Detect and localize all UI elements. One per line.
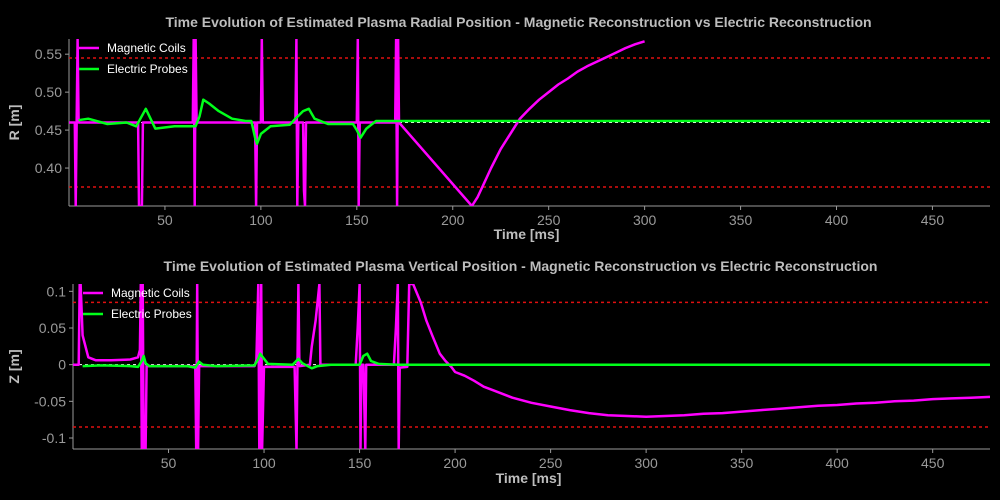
x-tick-label: 200 bbox=[443, 455, 467, 471]
x-tick-label: 50 bbox=[157, 212, 173, 228]
x-tick-label: 150 bbox=[348, 455, 372, 471]
y-tick-label: -0.1 bbox=[42, 430, 66, 446]
x-tick-label: 350 bbox=[729, 212, 753, 228]
x-tick-label: 400 bbox=[825, 212, 849, 228]
x-tick-label: 100 bbox=[252, 455, 276, 471]
x-tick-label: 300 bbox=[634, 455, 658, 471]
series-line-electric-probes bbox=[82, 352, 990, 370]
plot-area bbox=[73, 284, 990, 449]
x-tick-label: 350 bbox=[730, 455, 754, 471]
x-tick-label: 200 bbox=[441, 212, 465, 228]
chart-title: Time Evolution of Estimated Plasma Radia… bbox=[165, 14, 871, 30]
x-tick-label: 50 bbox=[161, 455, 177, 471]
x-tick-label: 250 bbox=[539, 455, 563, 471]
y-axis-label: R [m] bbox=[6, 105, 22, 141]
y-tick-label: 0 bbox=[58, 357, 66, 373]
series-line-electric-probes bbox=[78, 98, 990, 146]
x-axis-label: Time [ms] bbox=[496, 470, 562, 486]
legend-label-electric-probes: Electric Probes bbox=[111, 307, 192, 321]
y-tick-label: 0.05 bbox=[39, 320, 66, 336]
y-tick-label: 0.40 bbox=[35, 160, 62, 176]
y-tick-label: -0.05 bbox=[34, 393, 66, 409]
y-tick-label: 0.50 bbox=[35, 84, 62, 100]
chart-panel-radial: Time Evolution of Estimated Plasma Radia… bbox=[6, 14, 990, 242]
x-tick-label: 450 bbox=[921, 455, 945, 471]
legend-label-magnetic-coils: Magnetic Coils bbox=[111, 286, 190, 300]
y-axis-label: Z [m] bbox=[6, 349, 22, 383]
legend-label-magnetic-coils: Magnetic Coils bbox=[107, 41, 186, 55]
x-axis-label: Time [ms] bbox=[494, 226, 560, 242]
chart-title: Time Evolution of Estimated Plasma Verti… bbox=[164, 258, 878, 274]
x-tick-label: 100 bbox=[249, 212, 273, 228]
x-tick-label: 300 bbox=[633, 212, 657, 228]
x-tick-label: 150 bbox=[345, 212, 369, 228]
series-line-magnetic-coils bbox=[69, 39, 645, 206]
x-tick-label: 450 bbox=[921, 212, 945, 228]
y-tick-label: 0.55 bbox=[35, 46, 62, 62]
legend-label-electric-probes: Electric Probes bbox=[107, 62, 188, 76]
y-tick-label: 0.1 bbox=[47, 283, 67, 299]
chart-panel-vertical: Time Evolution of Estimated Plasma Verti… bbox=[6, 258, 990, 486]
plot-area bbox=[69, 39, 990, 206]
x-tick-label: 250 bbox=[537, 212, 561, 228]
series-line-magnetic-coils bbox=[73, 284, 990, 449]
x-tick-label: 400 bbox=[825, 455, 849, 471]
y-tick-label: 0.45 bbox=[35, 122, 62, 138]
